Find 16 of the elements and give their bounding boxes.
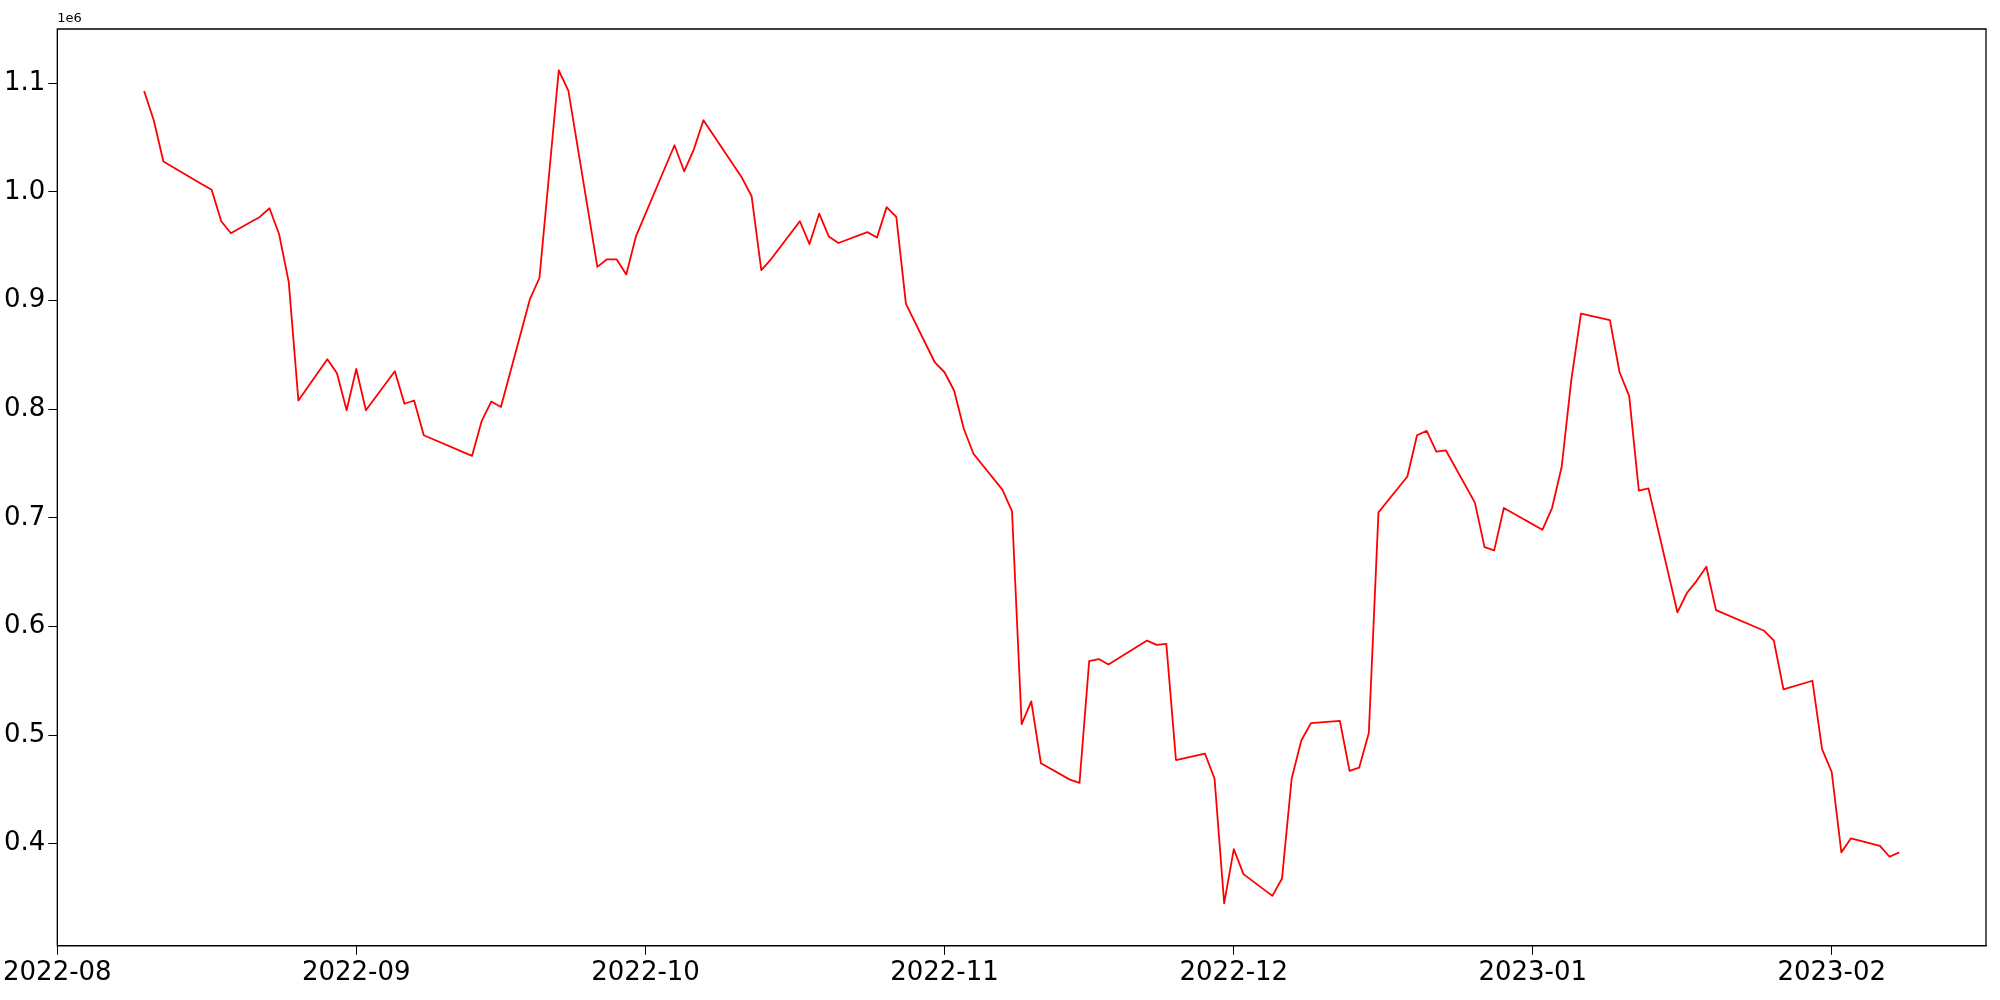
x-tick-label: 2022-12: [1179, 956, 1289, 987]
y-tick-label: 0.4: [3, 826, 46, 857]
text: 1e6: [57, 9, 82, 25]
x-tick-label: 2023-02: [1777, 956, 1887, 987]
y-tick-label: 0.9: [3, 283, 46, 314]
y-tick-label: 0.8: [3, 391, 46, 422]
y-tick-label: 0.5: [3, 717, 46, 748]
x-tick-label: 2023-01: [1478, 956, 1588, 987]
y-tick-label: 1.1: [3, 66, 46, 97]
x-tick-label: 2022-08: [3, 956, 112, 987]
y-tick-label: 0.7: [3, 500, 46, 531]
x-tick-label: 2022-10: [591, 956, 700, 987]
x-tick-label: 2022-11: [890, 956, 999, 987]
x-tick-label: 2022-09: [301, 956, 411, 987]
y-tick-label: 1.0: [3, 174, 46, 205]
y-tick-label: 0.6: [3, 609, 46, 640]
